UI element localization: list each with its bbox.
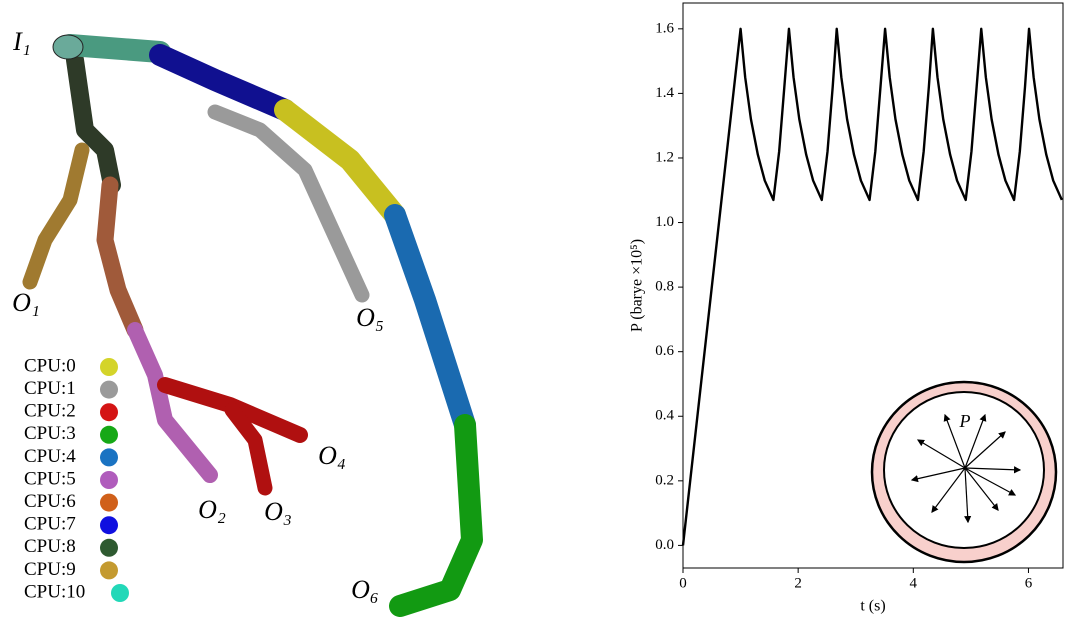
inset: P xyxy=(870,380,1058,564)
legend-label: CPU:7 xyxy=(24,514,76,535)
legend: CPU:0CPU:1CPU:2CPU:3CPU:4CPU:5CPU:6CPU:7… xyxy=(24,355,129,602)
x-tick-label: 4 xyxy=(910,575,918,591)
data-line xyxy=(681,27,1063,546)
legend-swatch xyxy=(100,538,118,557)
legend-swatch xyxy=(111,584,129,602)
vessel xyxy=(149,44,296,121)
y-tick-label: 0.6 xyxy=(655,343,674,359)
x-axis-label: t (s) xyxy=(860,598,885,615)
legend-swatch xyxy=(100,425,118,444)
vessel xyxy=(207,104,370,303)
legend-label: CPU:9 xyxy=(24,559,76,580)
y-tick-label: 1.4 xyxy=(655,85,674,101)
vessel-label: O₂ xyxy=(198,495,226,524)
legend-swatch xyxy=(100,516,118,535)
vessel xyxy=(224,402,273,496)
legend-label: CPU:0 xyxy=(24,355,76,376)
vessel-label: O₆ xyxy=(351,575,379,604)
vessel xyxy=(22,142,90,290)
y-tick-label: 1.6 xyxy=(655,20,674,36)
pressure-arrows xyxy=(910,413,1022,524)
vessel xyxy=(127,322,218,483)
chart: 0.0 0.2 0.4 0.6 0.8 1.0 1.2 1.4 1.6 0 2 4 6 t (s) P (b… xyxy=(629,2,1064,615)
legend-swatch xyxy=(100,471,118,489)
legend-label: CPU:10 xyxy=(24,581,85,602)
y-tick-label: 0.2 xyxy=(655,472,674,488)
vessel-labels: I₁ O₁ O₂ O₃ O₄ O₅ O₆ xyxy=(12,27,384,604)
vessel xyxy=(274,99,406,226)
vessel xyxy=(384,204,476,436)
x-tick-label: 6 xyxy=(1025,575,1033,591)
legend-label: CPU:4 xyxy=(24,446,76,467)
x-tick-label: 2 xyxy=(794,575,802,591)
legend-swatch xyxy=(100,358,118,376)
y-tick-label: 0.8 xyxy=(655,279,674,295)
vessel-label: O₃ xyxy=(264,497,292,526)
vessel-label: O₅ xyxy=(356,303,384,332)
legend-label: CPU:6 xyxy=(24,491,76,512)
y-axis-label: P (barye ×10⁵) xyxy=(629,239,646,332)
legend-swatch xyxy=(100,403,118,422)
y-tick-label: 1.2 xyxy=(655,149,674,165)
vessel-label: O₄ xyxy=(318,441,346,470)
x-tick-label: 0 xyxy=(679,575,687,591)
vessel-label: I₁ xyxy=(12,27,31,56)
legend-label: CPU:5 xyxy=(24,468,76,489)
legend-label: CPU:2 xyxy=(24,401,76,422)
vessel-label: O₁ xyxy=(12,288,40,317)
inlet xyxy=(52,34,84,60)
plot-frame xyxy=(682,2,1064,569)
y-tick-label: 0.0 xyxy=(655,537,674,553)
vessel xyxy=(96,176,144,339)
y-tick-label: 1.0 xyxy=(655,214,674,230)
y-tick-label: 0.4 xyxy=(655,408,674,424)
inset-label: P xyxy=(959,411,971,431)
vessel-mesh xyxy=(22,34,483,617)
legend-label: CPU:3 xyxy=(24,423,76,444)
legend-label: CPU:1 xyxy=(24,378,76,399)
legend-swatch xyxy=(100,561,118,580)
legend-swatch xyxy=(100,380,118,399)
legend-label: CPU:8 xyxy=(24,536,76,557)
vessel xyxy=(59,34,171,63)
legend-swatch xyxy=(100,493,118,512)
vessel xyxy=(389,414,483,617)
vessel xyxy=(66,51,121,194)
legend-swatch xyxy=(100,448,118,467)
